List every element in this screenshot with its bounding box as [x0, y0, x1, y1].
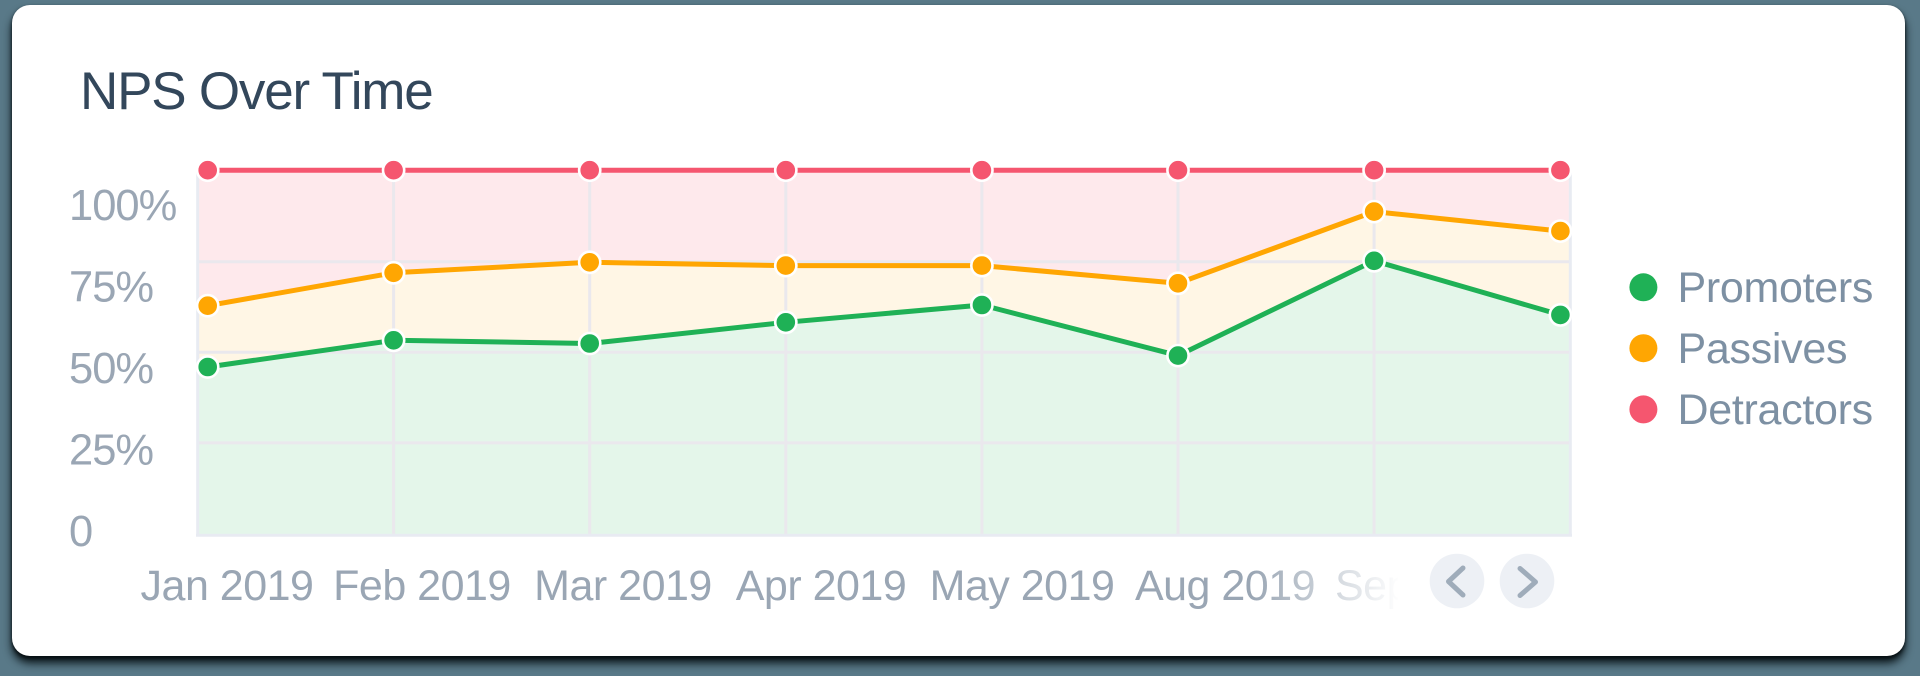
svg-text:Mar 2019: Mar 2019 [534, 562, 712, 610]
svg-text:75%: 75% [69, 264, 153, 312]
svg-text:Detractors: Detractors [1678, 386, 1873, 434]
svg-text:Passives: Passives [1678, 325, 1848, 373]
svg-text:25%: 25% [69, 426, 153, 474]
svg-text:Feb 2019: Feb 2019 [333, 562, 511, 610]
svg-text:50%: 50% [69, 345, 153, 393]
svg-text:Jan 2019: Jan 2019 [141, 562, 314, 610]
svg-text:May 2019: May 2019 [930, 562, 1115, 610]
svg-text:Apr 2019: Apr 2019 [736, 562, 907, 610]
svg-text:100%: 100% [69, 182, 177, 230]
svg-text:0: 0 [69, 508, 92, 556]
svg-text:NPS Over Time: NPS Over Time [80, 62, 433, 121]
svg-text:Promoters: Promoters [1678, 264, 1874, 312]
